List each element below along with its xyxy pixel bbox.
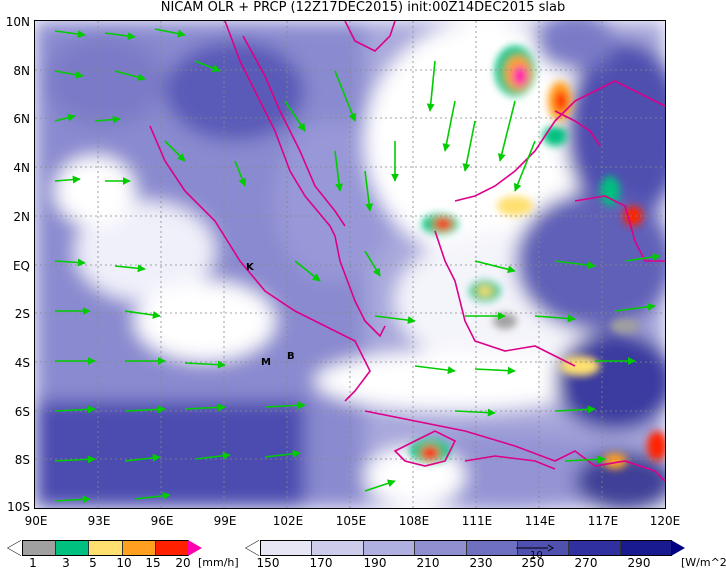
olr-tick-250: 250 bbox=[521, 556, 545, 570]
precip-tick-15: 15 bbox=[145, 556, 161, 570]
x-label-117e: 117E bbox=[587, 514, 619, 528]
x-label-90e: 90E bbox=[24, 514, 48, 528]
x-label-120e: 120E bbox=[649, 514, 681, 528]
y-label-4n: 4N bbox=[13, 161, 30, 175]
olr-colorbar-left-arrow bbox=[246, 540, 260, 556]
map-panel bbox=[34, 20, 666, 509]
y-label-10s: 10S bbox=[7, 500, 30, 514]
olr-swatch-4 bbox=[466, 541, 518, 555]
olr-tick-150: 150 bbox=[256, 556, 280, 570]
olr-tick-270: 270 bbox=[574, 556, 598, 570]
precip-tick-3: 3 bbox=[62, 556, 70, 570]
y-label-eq: EQ bbox=[12, 259, 30, 273]
precip-swatch-2 bbox=[89, 541, 123, 555]
olr-swatch-2 bbox=[363, 541, 416, 555]
olr-tick-290: 290 bbox=[627, 556, 651, 570]
x-label-96e: 96E bbox=[150, 514, 174, 528]
x-label-99e: 99E bbox=[213, 514, 237, 528]
y-label-8n: 8N bbox=[13, 64, 30, 78]
coastlines bbox=[149, 21, 665, 482]
precip-colorbar bbox=[22, 540, 189, 556]
precip-swatch-4 bbox=[155, 541, 189, 555]
olr-unit: [W/m^2] bbox=[681, 556, 726, 569]
x-label-108e: 108E bbox=[398, 514, 430, 528]
wind-vectors bbox=[54, 28, 661, 504]
x-label-102e: 102E bbox=[272, 514, 304, 528]
map-canvas bbox=[35, 21, 665, 508]
reference-vector-arrow bbox=[516, 544, 554, 552]
olr-colorbar-right-arrow bbox=[671, 540, 685, 556]
x-label-105e: 105E bbox=[335, 514, 367, 528]
y-label-8s: 8S bbox=[14, 453, 30, 467]
olr-tick-170: 170 bbox=[309, 556, 333, 570]
precip-tick-10: 10 bbox=[116, 556, 132, 570]
olr-swatch-3 bbox=[415, 541, 467, 555]
olr-tick-190: 190 bbox=[363, 556, 387, 570]
olr-swatch-0 bbox=[261, 541, 313, 555]
y-label-10n: 10N bbox=[5, 15, 30, 29]
marker-m: M bbox=[261, 357, 271, 368]
x-label-114e: 114E bbox=[524, 514, 556, 528]
precip-tick-20: 20 bbox=[175, 556, 191, 570]
precip-colorbar-left-arrow bbox=[8, 540, 22, 556]
olr-colorbar bbox=[260, 540, 672, 556]
reference-vector-label: 10 bbox=[530, 550, 543, 561]
precip-tick-5: 5 bbox=[89, 556, 97, 570]
olr-tick-210: 210 bbox=[416, 556, 440, 570]
marker-b: B bbox=[287, 351, 295, 362]
chart-title: NICAM OLR + PRCP (12Z17DEC2015) init:00Z… bbox=[160, 0, 566, 15]
y-label-6s: 6S bbox=[14, 405, 30, 419]
olr-swatch-1 bbox=[312, 541, 364, 555]
marker-k: K bbox=[246, 262, 254, 273]
precip-unit: [mm/h] bbox=[198, 556, 239, 569]
x-label-111e: 111E bbox=[461, 514, 493, 528]
y-label-6n: 6N bbox=[13, 112, 30, 126]
olr-swatch-7 bbox=[620, 541, 671, 555]
olr-tick-230: 230 bbox=[469, 556, 493, 570]
precip-swatch-0 bbox=[23, 541, 57, 555]
precip-swatch-1 bbox=[56, 541, 90, 555]
olr-swatch-6 bbox=[569, 541, 621, 555]
precip-swatch-3 bbox=[122, 541, 156, 555]
y-label-2s: 2S bbox=[14, 307, 30, 321]
precip-field bbox=[410, 46, 665, 469]
y-label-4s: 4S bbox=[14, 356, 30, 370]
x-label-93e: 93E bbox=[87, 514, 111, 528]
y-label-2n: 2N bbox=[13, 210, 30, 224]
precip-tick-1: 1 bbox=[29, 556, 37, 570]
precip-colorbar-right-arrow bbox=[188, 540, 202, 556]
